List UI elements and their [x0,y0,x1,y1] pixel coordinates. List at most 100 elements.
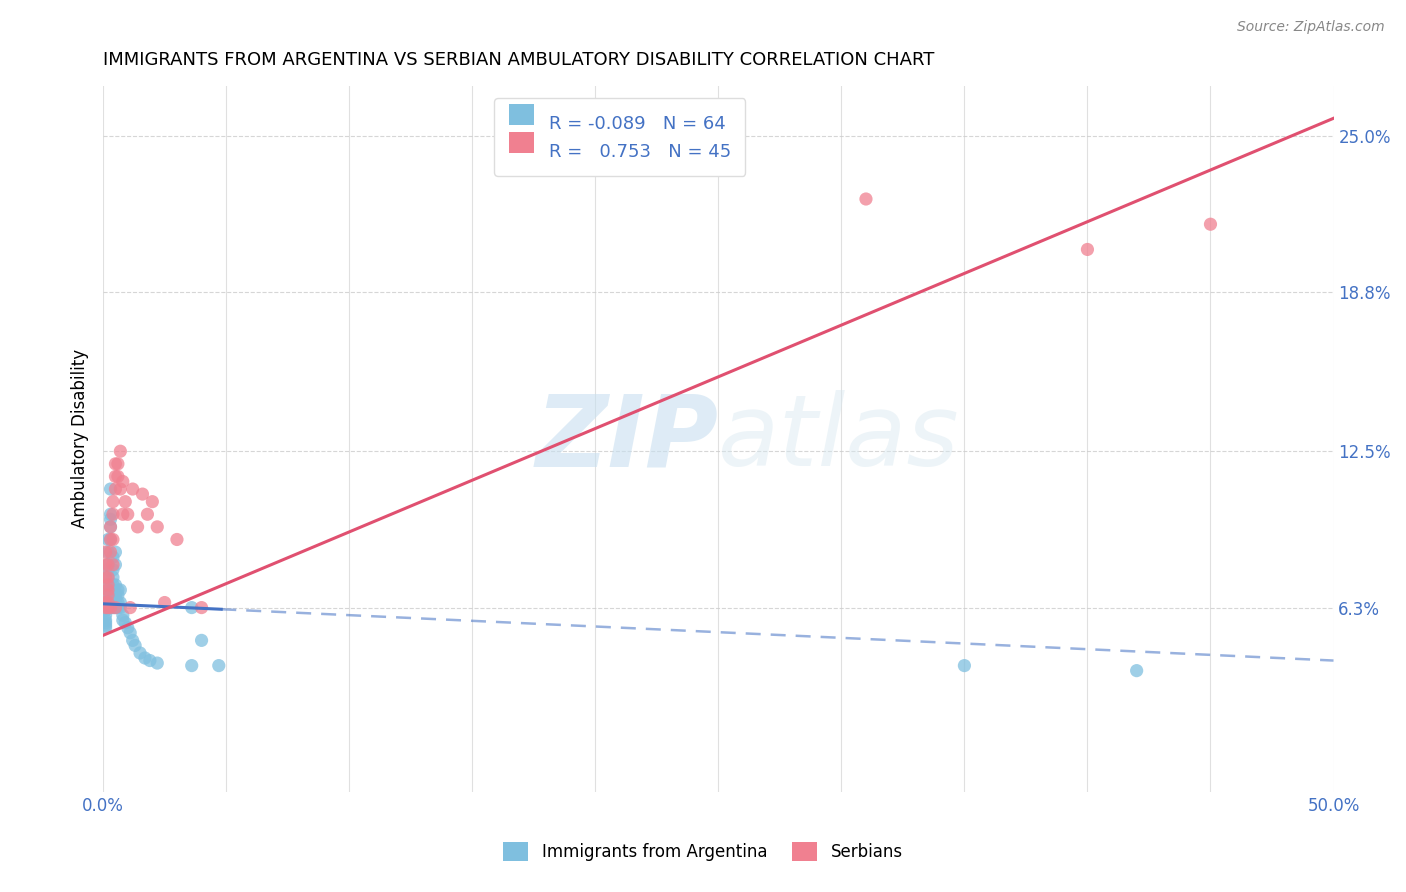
Point [100,600,122,615]
Point [100,520,122,534]
Point [94,595,117,609]
Point [100,533,122,547]
Point [208,658,231,673]
Point [121,482,143,496]
Point [101,595,124,609]
Point [104,482,127,496]
Point [855,192,877,206]
Point [97,588,120,602]
Y-axis label: Ambulatory Disability: Ambulatory Disability [72,349,89,528]
Text: Source: ZipAtlas.com: Source: ZipAtlas.com [1237,20,1385,34]
Point [117,621,139,635]
Point [153,595,176,609]
Point [94,621,117,635]
Point [110,482,132,496]
Text: atlas: atlas [718,390,960,487]
Point [97,595,120,609]
Point [127,520,149,534]
Point [117,508,139,522]
Point [111,508,134,522]
Point [97,582,120,597]
Point [101,494,124,508]
Point [107,600,129,615]
Point [104,588,127,602]
Point [100,482,122,496]
Point [107,588,129,602]
Legend: R = -0.089   N = 64, R =   0.753   N = 45: R = -0.089 N = 64, R = 0.753 N = 45 [495,98,745,176]
Point [97,558,120,572]
Point [141,494,163,508]
Point [111,475,134,489]
Point [94,603,117,617]
Point [101,578,124,592]
Point [190,633,212,648]
Point [101,563,124,577]
Point [94,615,117,630]
Point [101,600,124,615]
Text: ZIP: ZIP [536,390,718,487]
Point [104,595,127,609]
Point [94,600,117,615]
Point [97,558,120,572]
Point [1199,217,1222,231]
Point [110,595,132,609]
Point [104,600,127,615]
Point [110,600,132,615]
Point [114,494,136,508]
Point [1076,243,1098,257]
Point [129,646,152,660]
Point [94,608,117,623]
Point [97,578,120,592]
Point [97,600,120,615]
Point [120,625,142,640]
Point [97,545,120,559]
Point [94,613,117,627]
Point [94,570,117,584]
Point [100,512,122,526]
Point [131,487,153,501]
Point [124,639,146,653]
Point [146,656,169,670]
Legend: Immigrants from Argentina, Serbians: Immigrants from Argentina, Serbians [496,835,910,868]
Point [100,533,122,547]
Point [107,595,129,609]
Point [101,533,124,547]
Point [100,588,122,602]
Point [101,570,124,584]
Point [104,545,127,559]
Point [97,563,120,577]
Point [104,469,127,483]
Point [111,608,134,623]
Point [146,520,169,534]
Point [180,658,202,673]
Point [139,654,162,668]
Point [107,457,129,471]
Point [97,582,120,597]
Point [104,578,127,592]
Point [1125,664,1147,678]
Point [101,600,124,615]
Point [97,595,120,609]
Point [101,588,124,602]
Point [110,444,132,458]
Text: IMMIGRANTS FROM ARGENTINA VS SERBIAN AMBULATORY DISABILITY CORRELATION CHART: IMMIGRANTS FROM ARGENTINA VS SERBIAN AMB… [103,51,935,69]
Point [97,578,120,592]
Point [180,600,202,615]
Point [104,600,127,615]
Point [134,651,156,665]
Point [97,588,120,602]
Point [100,545,122,559]
Point [97,533,120,547]
Point [101,582,124,597]
Point [94,618,117,632]
Point [94,600,117,615]
Point [104,457,127,471]
Point [104,558,127,572]
Point [100,508,122,522]
Point [100,595,122,609]
Point [101,508,124,522]
Point [114,615,136,630]
Point [107,469,129,483]
Point [97,570,120,584]
Point [100,520,122,534]
